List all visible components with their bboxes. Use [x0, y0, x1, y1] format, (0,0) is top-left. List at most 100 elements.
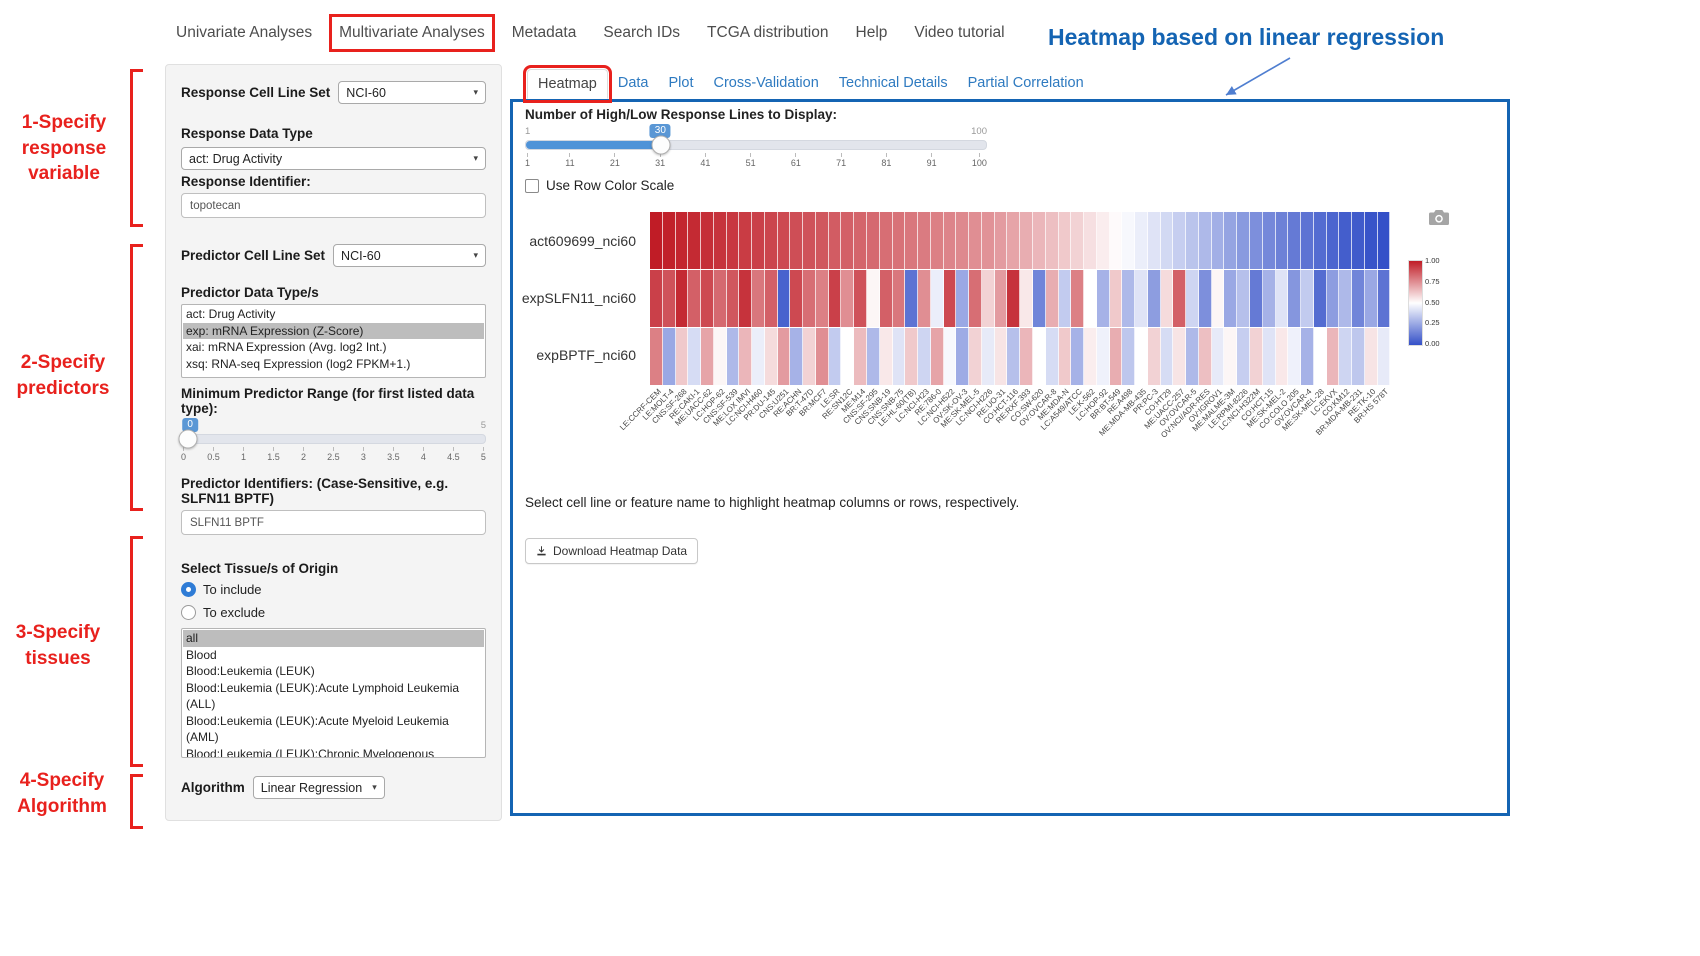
heatmap-cell[interactable] [1365, 212, 1378, 269]
heatmap-cell[interactable] [1212, 212, 1225, 269]
heatmap-cell[interactable] [765, 328, 778, 385]
heatmap-cell[interactable] [1071, 328, 1084, 385]
heatmap-cell[interactable] [867, 212, 880, 269]
heatmap-cell[interactable] [854, 328, 867, 385]
tissue-listbox[interactable]: allBloodBlood:Leukemia (LEUK)Blood:Leuke… [181, 628, 486, 758]
heatmap-cell[interactable] [816, 270, 829, 327]
heatmap-cell[interactable] [778, 212, 791, 269]
heatmap-cell[interactable] [790, 270, 803, 327]
heatmap-cell[interactable] [931, 328, 944, 385]
heatmap-cell[interactable] [1007, 212, 1020, 269]
heatmap-cell[interactable] [1263, 212, 1276, 269]
heatmap-cell[interactable] [1212, 328, 1225, 385]
heatmap-cell[interactable] [1173, 270, 1186, 327]
row-color-scale-checkbox[interactable] [525, 179, 539, 193]
heatmap-cell[interactable] [1084, 328, 1097, 385]
heatmap-cell[interactable] [1378, 212, 1391, 269]
heatmap-cell[interactable] [1161, 212, 1174, 269]
heatmap-cell[interactable] [1122, 328, 1135, 385]
heatmap-cell[interactable] [944, 270, 957, 327]
heatmap-cell[interactable] [931, 270, 944, 327]
heatmap-cell[interactable] [969, 270, 982, 327]
heatmap-cell[interactable] [778, 328, 791, 385]
heatmap-cell[interactable] [880, 212, 893, 269]
predictor-data-type-option[interactable]: act: Drug Activity [183, 306, 484, 323]
tissue-option[interactable]: Blood [183, 647, 484, 664]
heatmap-cell[interactable] [893, 328, 906, 385]
heatmap-cell[interactable] [1339, 270, 1352, 327]
heatmap-cell[interactable] [893, 212, 906, 269]
heatmap-cell[interactable] [982, 212, 995, 269]
heatmap-cell[interactable] [752, 270, 765, 327]
heatmap-cell[interactable] [841, 212, 854, 269]
heatmap-cell[interactable] [1173, 212, 1186, 269]
heatmap-cell[interactable] [1365, 270, 1378, 327]
heatmap-cell[interactable] [1110, 212, 1123, 269]
heatmap-cell[interactable] [1224, 328, 1237, 385]
heatmap-cell[interactable] [1199, 270, 1212, 327]
heatmap-cell[interactable] [1314, 270, 1327, 327]
heatmap-cell[interactable] [1212, 270, 1225, 327]
lines-slider[interactable]: 1 30 100 1112131415161718191100 [525, 124, 987, 168]
heatmap-cell[interactable] [1033, 328, 1046, 385]
heatmap-cell[interactable] [918, 212, 931, 269]
heatmap-cell[interactable] [1020, 328, 1033, 385]
slider-handle[interactable] [651, 136, 670, 155]
heatmap-cell[interactable] [1135, 212, 1148, 269]
heatmap-cell[interactable] [1276, 270, 1289, 327]
heatmap-cell[interactable] [701, 270, 714, 327]
heatmap-cell[interactable] [650, 212, 663, 269]
predictor-data-type-option[interactable]: xsq: RNA-seq Expression (log2 FPKM+1.) [183, 356, 484, 373]
heatmap-cell[interactable] [739, 328, 752, 385]
tissue-option[interactable]: all [183, 630, 484, 647]
heatmap-cell[interactable] [918, 270, 931, 327]
tissue-exclude-radio[interactable]: To exclude [181, 605, 486, 620]
heatmap-cell[interactable] [905, 212, 918, 269]
heatmap-cell[interactable] [1339, 328, 1352, 385]
heatmap-cell[interactable] [1378, 328, 1391, 385]
heatmap-cell[interactable] [663, 212, 676, 269]
heatmap-cell[interactable] [1046, 212, 1059, 269]
heatmap-cell[interactable] [969, 328, 982, 385]
heatmap-cell[interactable] [1097, 270, 1110, 327]
camera-icon[interactable] [1429, 210, 1449, 230]
heatmap-cell[interactable] [714, 270, 727, 327]
heatmap-cell[interactable] [1071, 212, 1084, 269]
heatmap-cell[interactable] [1020, 212, 1033, 269]
heatmap-cell[interactable] [701, 328, 714, 385]
heatmap-cell[interactable] [1263, 270, 1276, 327]
heatmap-cell[interactable] [1033, 212, 1046, 269]
heatmap-row-label[interactable]: act609699_nci60 [513, 212, 644, 269]
heatmap-cell[interactable] [1250, 212, 1263, 269]
heatmap-cell[interactable] [1378, 270, 1391, 327]
heatmap-cell[interactable] [944, 212, 957, 269]
heatmap-cell[interactable] [688, 328, 701, 385]
heatmap-cell[interactable] [1314, 328, 1327, 385]
heatmap-cell[interactable] [676, 212, 689, 269]
heatmap-cell[interactable] [1161, 328, 1174, 385]
predictor-data-type-option[interactable]: xai: mRNA Expression (Avg. log2 Int.) [183, 339, 484, 356]
heatmap-cell[interactable] [816, 212, 829, 269]
heatmap-cell[interactable] [1352, 212, 1365, 269]
heatmap-cell[interactable] [867, 328, 880, 385]
heatmap-cell[interactable] [893, 270, 906, 327]
heatmap-cell[interactable] [1007, 328, 1020, 385]
heatmap-cell[interactable] [790, 212, 803, 269]
heatmap-cell[interactable] [995, 270, 1008, 327]
heatmap-cell[interactable] [982, 328, 995, 385]
predictor-data-type-option[interactable]: exp: mRNA Expression (Z-Score) [183, 323, 484, 340]
heatmap-cell[interactable] [1327, 270, 1340, 327]
heatmap-cell[interactable] [1059, 212, 1072, 269]
heatmap-cell[interactable] [688, 270, 701, 327]
heatmap-cell[interactable] [1135, 328, 1148, 385]
heatmap-cell[interactable] [1288, 270, 1301, 327]
tissue-option[interactable]: Blood:Leukemia (LEUK):Chronic Myelogenou… [183, 746, 484, 759]
heatmap-cell[interactable] [969, 212, 982, 269]
heatmap-cell[interactable] [1237, 328, 1250, 385]
predictor-cell-line-set-select[interactable]: NCI-60 ▾ [333, 244, 486, 267]
heatmap-cell[interactable] [867, 270, 880, 327]
heatmap-cell[interactable] [1084, 270, 1097, 327]
heatmap-cell[interactable] [1148, 328, 1161, 385]
nav-item-univariate-analyses[interactable]: Univariate Analyses [176, 24, 312, 42]
nav-item-metadata[interactable]: Metadata [512, 24, 577, 42]
